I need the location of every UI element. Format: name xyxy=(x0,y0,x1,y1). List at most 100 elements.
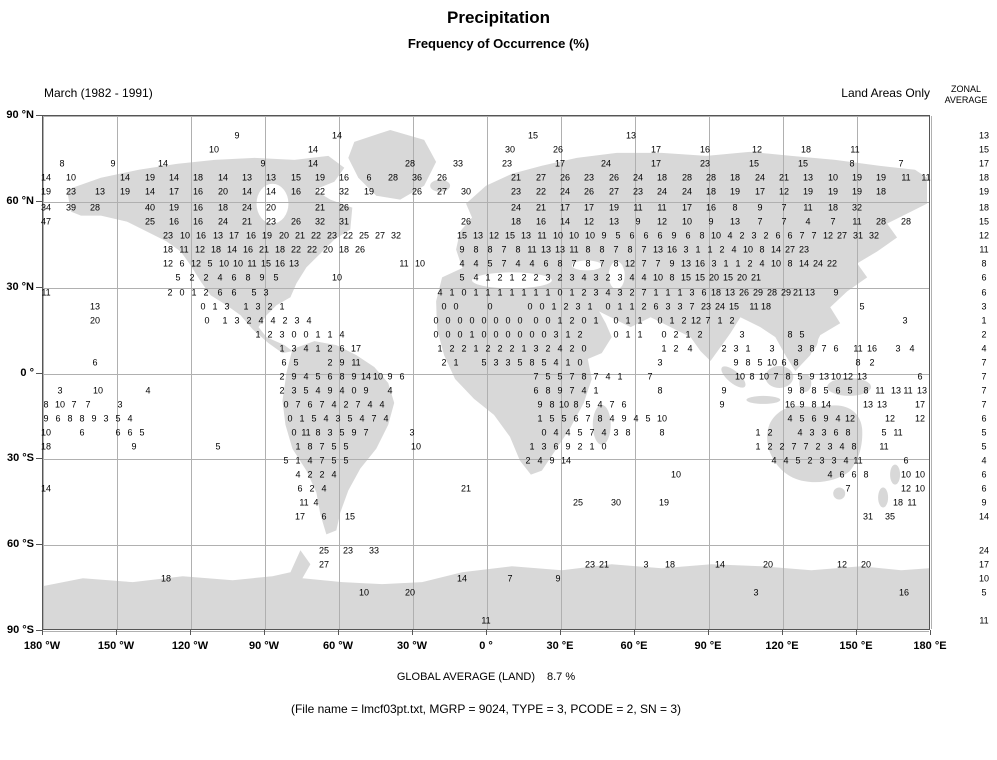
grid-value: 9 xyxy=(260,158,266,169)
grid-value: 26 xyxy=(738,287,750,298)
grid-value: 8 xyxy=(613,258,619,269)
grid-value: 1 xyxy=(469,329,475,340)
grid-value: 2 xyxy=(461,343,467,354)
grid-value: 13 xyxy=(652,244,664,255)
continent-australia xyxy=(767,405,863,483)
grid-value: 18 xyxy=(705,186,717,197)
grid-value: 7 xyxy=(641,244,647,255)
grid-value: 17 xyxy=(754,186,766,197)
grid-value: 7 xyxy=(589,427,595,438)
grid-value: 4 xyxy=(605,371,611,382)
grid-value: 0 xyxy=(445,329,451,340)
grid-value: 7 xyxy=(501,244,507,255)
grid-value: 4 xyxy=(387,385,393,396)
grid-value: 36 xyxy=(411,172,423,183)
grid-value: 16 xyxy=(195,230,207,241)
grid-value: 3 xyxy=(617,272,623,283)
grid-value: 1 xyxy=(545,287,551,298)
grid-value: 0 xyxy=(539,301,545,312)
grid-value: 8 xyxy=(339,371,345,382)
x-tick-mark xyxy=(412,630,413,635)
grid-value: 3 xyxy=(279,329,285,340)
zonal-header-line1: ZONAL xyxy=(950,84,981,94)
grid-value: 13 xyxy=(540,244,552,255)
grid-value: 9 xyxy=(757,202,763,213)
grid-value: 23 xyxy=(700,301,712,312)
grid-value: 13 xyxy=(818,371,830,382)
grid-value: 14 xyxy=(119,172,131,183)
grid-value: 24 xyxy=(510,202,522,213)
grid-value: 4 xyxy=(581,272,587,283)
grid-value: 8 xyxy=(851,441,857,452)
zonal-average-value: 5 xyxy=(981,427,987,438)
grid-value: 4 xyxy=(827,469,833,480)
grid-value: 0 xyxy=(291,329,297,340)
grid-value: 4 xyxy=(601,427,607,438)
grid-value: 3 xyxy=(569,272,575,283)
grid-value: 2 xyxy=(525,455,531,466)
grid-value: 7 xyxy=(371,413,377,424)
grid-value: 8 xyxy=(669,272,675,283)
grid-value: 5 xyxy=(343,455,349,466)
grid-value: 0 xyxy=(433,315,439,326)
grid-value: 2 xyxy=(721,343,727,354)
grid-value: 6 xyxy=(281,357,287,368)
grid-value: 3 xyxy=(831,455,837,466)
grid-value: 5 xyxy=(283,455,289,466)
grid-value: 8 xyxy=(473,244,479,255)
grid-value: 3 xyxy=(294,315,300,326)
grid-value: 5 xyxy=(347,413,353,424)
grid-value: 0 xyxy=(469,315,475,326)
grid-value: 28 xyxy=(900,216,912,227)
grid-value: 15 xyxy=(748,158,760,169)
grid-value: 2 xyxy=(729,315,735,326)
continent-antarctica xyxy=(43,550,929,629)
zonal-average-value: 10 xyxy=(978,573,990,584)
grid-value: 5 xyxy=(799,329,805,340)
grid-value: 28 xyxy=(387,172,399,183)
continent-eurasia xyxy=(456,151,928,372)
grid-value: 19 xyxy=(363,186,375,197)
grid-value: 18 xyxy=(664,559,676,570)
zonal-average-value: 12 xyxy=(978,230,990,241)
grid-value: 2 xyxy=(557,272,563,283)
grid-value: 21 xyxy=(258,244,270,255)
grid-value: 17 xyxy=(559,202,571,213)
grid-value: 10 xyxy=(372,371,384,382)
grid-value: 8 xyxy=(43,399,49,410)
grid-value: 4 xyxy=(473,272,479,283)
grid-value: 2 xyxy=(767,441,773,452)
grid-value: 4 xyxy=(383,413,389,424)
grid-value: 2 xyxy=(267,301,273,312)
caspian-sea xyxy=(608,261,625,290)
grid-value: 2 xyxy=(327,357,333,368)
grid-value: 10 xyxy=(742,244,754,255)
grid-value: 4 xyxy=(609,413,615,424)
grid-value: 7 xyxy=(319,441,325,452)
grid-value: 2 xyxy=(189,272,195,283)
grid-value: 25 xyxy=(572,497,584,508)
island-new-guinea xyxy=(827,377,872,396)
grid-value: 26 xyxy=(290,216,302,227)
grid-value: 3 xyxy=(683,244,689,255)
grid-value: 2 xyxy=(697,329,703,340)
grid-value: 4 xyxy=(805,216,811,227)
grid-value: 8 xyxy=(487,244,493,255)
grid-value: 5 xyxy=(331,455,337,466)
grid-value: 6 xyxy=(643,230,649,241)
grid-value: 31 xyxy=(852,230,864,241)
x-tick-mark xyxy=(930,630,931,635)
grid-value: 9 xyxy=(339,357,345,368)
grid-value: 6 xyxy=(321,511,327,522)
gridline-vertical xyxy=(783,116,784,629)
grid-value: 2 xyxy=(246,315,252,326)
grid-value: 17 xyxy=(168,186,180,197)
grid-value: 5 xyxy=(175,272,181,283)
grid-value: 1 xyxy=(625,315,631,326)
grid-value: 3 xyxy=(677,301,683,312)
grid-value: 4 xyxy=(323,413,329,424)
grid-value: 9 xyxy=(555,573,561,584)
grid-value: 4 xyxy=(127,413,133,424)
grid-value: 5 xyxy=(251,287,257,298)
grid-value: 8 xyxy=(599,244,605,255)
